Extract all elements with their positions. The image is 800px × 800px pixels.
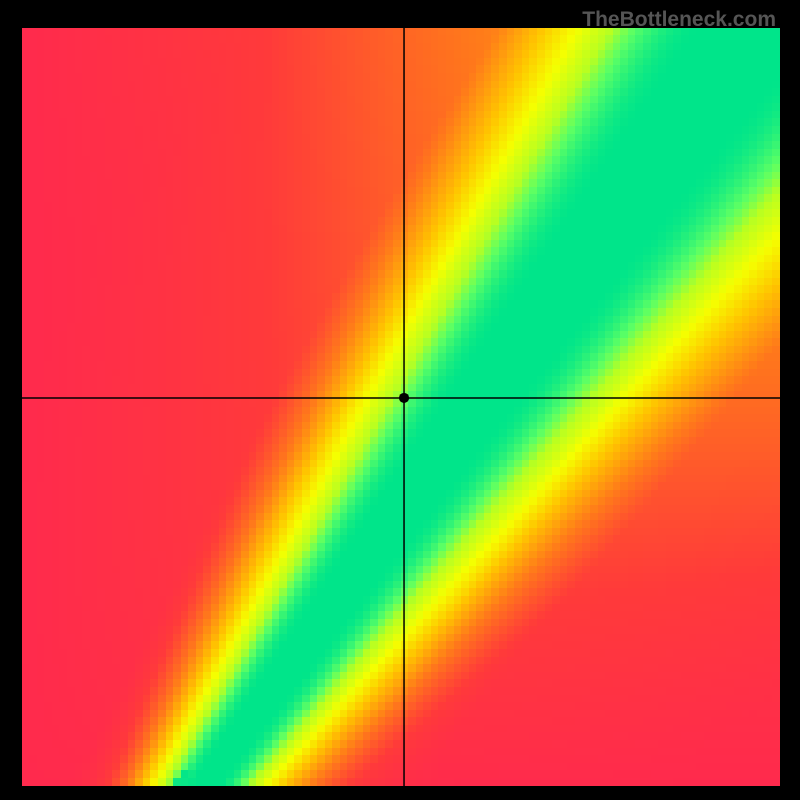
watermark-text: TheBottleneck.com: [582, 8, 776, 32]
chart-container: TheBottleneck.com: [0, 0, 800, 800]
bottleneck-heatmap: [22, 28, 780, 786]
